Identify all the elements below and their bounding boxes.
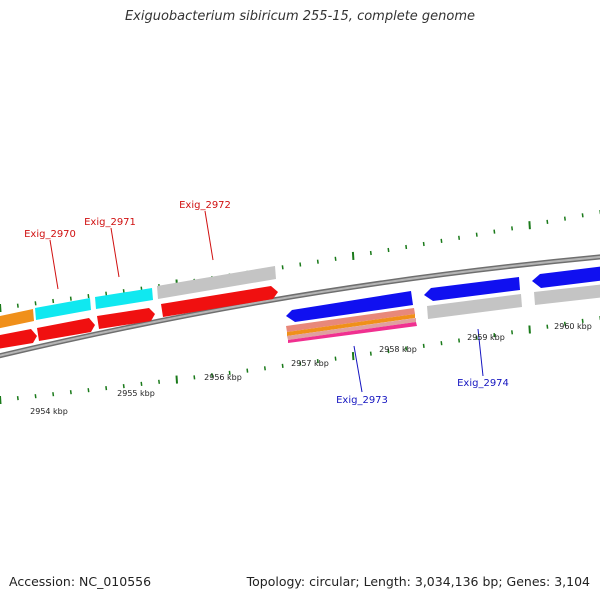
scale-tick [34, 394, 37, 399]
scale-tick [511, 226, 514, 231]
scale-tick [369, 351, 372, 356]
scale-tick [281, 265, 284, 270]
leader-line [204, 210, 214, 261]
scale-tick [405, 346, 408, 351]
gene-feature-red [0, 329, 37, 349]
scale-tick [316, 359, 319, 364]
scale-tick [528, 221, 531, 230]
scale-tick [351, 352, 355, 361]
scale-tick [475, 335, 478, 340]
scale-tick [405, 244, 408, 250]
scale-tick [16, 396, 19, 401]
scale-tick [211, 373, 214, 378]
scale-tick [369, 250, 372, 256]
scale-tick [387, 349, 390, 354]
scale-tick [69, 296, 72, 301]
leader-line [110, 227, 120, 278]
scale-tick [52, 298, 55, 304]
scale-tick [546, 324, 549, 329]
scale-tick [193, 375, 196, 380]
scale-tick [422, 343, 425, 348]
scale-label-2954: 2954 kbp [30, 407, 68, 416]
scale-label-2960: 2960 kbp [554, 322, 592, 331]
gene-feature-cyan [95, 288, 153, 309]
scale-tick [16, 303, 19, 308]
gene-feature-blue [286, 291, 413, 322]
scale-tick [475, 232, 478, 237]
scale-tick [0, 395, 2, 405]
scale-label-2956: 2956 kbp [204, 373, 242, 382]
gene-feature-orange [0, 309, 34, 329]
scale-tick [87, 294, 90, 299]
scale-tick [316, 259, 319, 264]
scale-tick [281, 363, 284, 368]
scale-tick [69, 390, 72, 395]
scale-tick [581, 318, 584, 323]
gene-feature-cyan [35, 298, 91, 320]
scale-label-2957: 2957 kbp [291, 359, 329, 368]
scale-tick [511, 330, 514, 335]
gene-feature-multicolor [286, 308, 415, 332]
inner-tick-ring [0, 316, 600, 405]
gene-feature-gray [157, 266, 276, 299]
scale-tick [563, 216, 566, 221]
scale-tick [158, 379, 161, 384]
scale-tick [34, 301, 37, 306]
scale-tick [334, 256, 337, 261]
accession-text: Accession: NC_010556 [9, 574, 152, 589]
gene-feature-red [37, 318, 95, 341]
scale-tick [440, 238, 443, 243]
scale-tick [493, 333, 496, 338]
scale-tick [458, 338, 461, 343]
scale-tick [0, 303, 2, 313]
scale-tick [228, 370, 231, 375]
gene-feature-blue [532, 266, 600, 288]
genome-summary-text: Topology: circular; Length: 3,034,136 bp… [246, 574, 590, 589]
scale-label-2955: 2955 kbp [117, 389, 155, 398]
map-title: Exiguobacterium sibiricum 255-15, comple… [124, 9, 476, 24]
leader-line [477, 328, 484, 377]
scale-label-2959: 2959 kbp [467, 333, 505, 342]
scale-tick [493, 229, 496, 234]
scale-tick [263, 366, 266, 371]
scale-tick [140, 381, 143, 386]
scale-tick [246, 368, 249, 373]
gene-feature-blue [424, 277, 520, 301]
scale-tick [334, 356, 337, 361]
scale-tick [581, 213, 584, 218]
scale-tick [528, 325, 531, 334]
scale-tick [458, 235, 461, 240]
scale-tick [87, 388, 90, 393]
gene-feature-red [97, 308, 155, 329]
scale-tick [351, 251, 355, 260]
scale-tick [52, 392, 55, 397]
scale-tick [122, 384, 125, 389]
gene-label-exig-2970: Exig_2970 [24, 229, 76, 240]
scale-tick [299, 262, 302, 267]
scale-tick [546, 219, 549, 224]
scale-tick [563, 321, 566, 326]
gene-feature-red [161, 286, 278, 317]
gene-label-exig-2971: Exig_2971 [84, 217, 136, 228]
scale-tick [299, 361, 302, 366]
scale-tick [422, 241, 425, 247]
gene-label-exig-2973: Exig_2973 [336, 395, 388, 406]
scale-tick [387, 247, 390, 253]
scale-label-2958: 2958 kbp [379, 345, 417, 354]
scale-tick [105, 291, 108, 296]
gene-label-exig-2972: Exig_2972 [179, 200, 231, 211]
scale-tick [175, 375, 178, 384]
leader-line [353, 345, 363, 393]
scale-tick [105, 386, 108, 391]
gene-feature-gray [534, 284, 600, 305]
gene-label-exig-2974: Exig_2974 [457, 378, 509, 389]
scale-tick [440, 341, 443, 346]
gene-feature-gray [427, 294, 522, 319]
leader-line [49, 239, 59, 290]
